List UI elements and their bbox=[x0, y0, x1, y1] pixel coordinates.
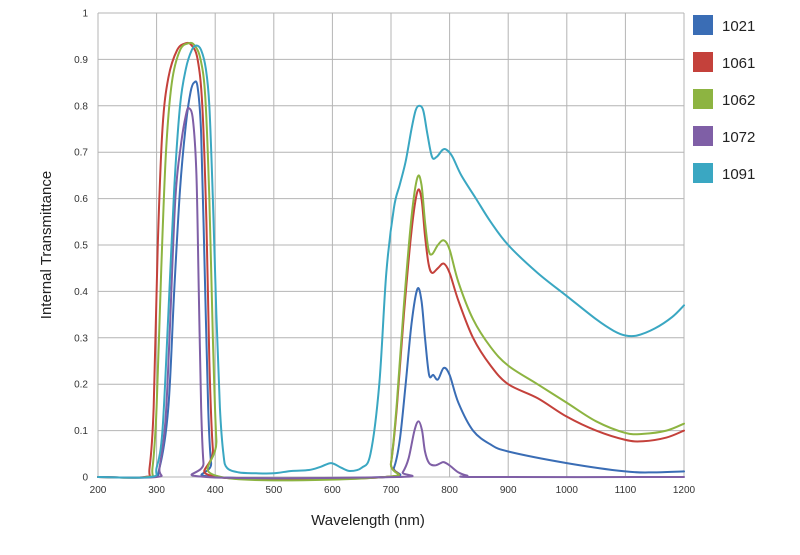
y-tick-label: 0.6 bbox=[74, 194, 88, 205]
y-tick-label: 0.2 bbox=[74, 380, 88, 391]
y-tick-label: 0.5 bbox=[74, 241, 88, 252]
y-tick-label: 0.7 bbox=[74, 148, 88, 159]
x-tick-label: 800 bbox=[441, 485, 458, 496]
series-line-1072 bbox=[97, 106, 685, 480]
x-tick-labels: 200 300 400 500 600 700 800 900 1000 1100 1200 bbox=[90, 485, 696, 496]
series-line-1021 bbox=[97, 80, 685, 480]
x-axis-label: Wavelength (nm) bbox=[311, 512, 425, 529]
y-tick-label: 0 bbox=[82, 473, 88, 484]
legend-label-1072: 1072 bbox=[722, 129, 755, 146]
y-tick-label: 0.8 bbox=[74, 101, 88, 112]
x-tick-label: 1100 bbox=[615, 485, 637, 496]
legend-label-1091: 1091 bbox=[722, 166, 755, 183]
y-tick-labels: 0 0.1 0.2 0.3 0.4 0.5 0.6 0.7 0.8 0.9 1 bbox=[74, 9, 88, 484]
x-tick-label: 900 bbox=[500, 485, 517, 496]
x-tick-label: 600 bbox=[324, 485, 341, 496]
x-tick-label: 1000 bbox=[556, 485, 579, 496]
y-tick-label: 0.4 bbox=[74, 287, 88, 298]
y-tick-label: 0.3 bbox=[74, 333, 88, 344]
legend-swatch-1062 bbox=[693, 89, 713, 109]
y-tick-label: 1 bbox=[82, 9, 88, 20]
x-tick-label: 400 bbox=[207, 485, 224, 496]
grid bbox=[97, 12, 685, 478]
series-line-1062 bbox=[97, 41, 685, 482]
x-tick-label: 700 bbox=[383, 485, 400, 496]
legend-label-1021: 1021 bbox=[722, 18, 755, 35]
legend-label-1061: 1061 bbox=[722, 55, 755, 72]
y-axis-label: Internal Transmittance bbox=[38, 171, 55, 319]
y-tick-label: 0.9 bbox=[74, 55, 88, 66]
series-line-1091 bbox=[97, 44, 685, 479]
legend-swatch-1072 bbox=[693, 126, 713, 146]
legend: 1021 1061 1062 1072 1091 bbox=[693, 15, 755, 183]
legend-label-1062: 1062 bbox=[722, 92, 755, 109]
series-lines bbox=[97, 41, 685, 482]
x-tick-label: 300 bbox=[148, 485, 165, 496]
y-tick-label: 0.1 bbox=[74, 426, 88, 437]
legend-swatch-1061 bbox=[693, 52, 713, 72]
legend-swatch-1091 bbox=[693, 163, 713, 183]
x-tick-label: 200 bbox=[90, 485, 107, 496]
legend-swatch-1021 bbox=[693, 15, 713, 35]
x-tick-label: 1200 bbox=[673, 485, 696, 496]
x-tick-label: 500 bbox=[265, 485, 282, 496]
